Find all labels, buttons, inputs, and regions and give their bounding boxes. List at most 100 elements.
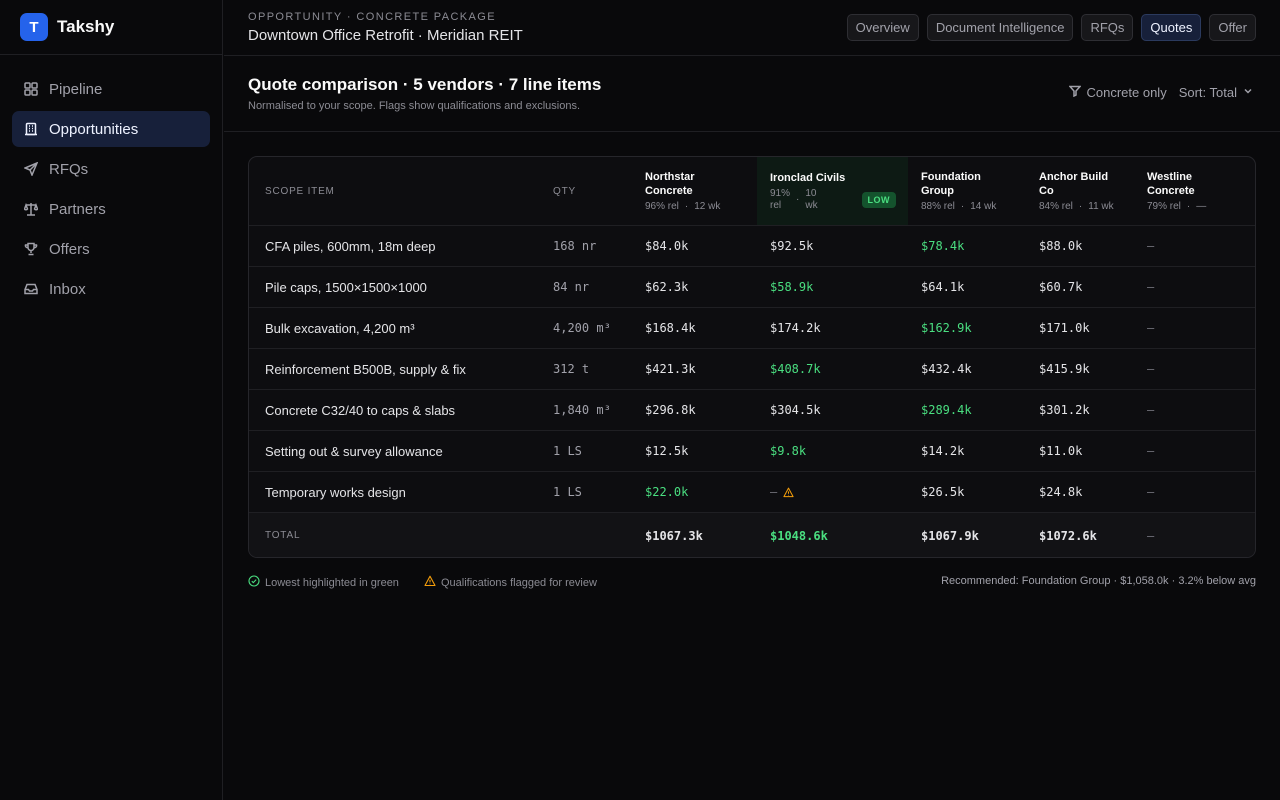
total-foundation: $1067.9k: [921, 528, 979, 543]
price-foundation[interactable]: $162.9k: [921, 308, 972, 348]
price-northstar[interactable]: $12.5k: [645, 431, 688, 471]
tab-rfqs[interactable]: RFQs: [1081, 14, 1134, 41]
price-ironclad[interactable]: $304.5k: [770, 390, 821, 430]
breadcrumb: OPPORTUNITY · CONCRETE PACKAGE: [248, 11, 496, 23]
price-anchor[interactable]: $171.0k: [1039, 308, 1090, 348]
price-ironclad[interactable]: $408.7k: [770, 349, 821, 389]
sidebar-nav: Pipeline Opportunities RFQs Partners Off…: [0, 55, 222, 327]
price-value: $304.5k: [770, 403, 821, 417]
separator: ·: [684, 201, 689, 212]
tab-offer[interactable]: Offer: [1209, 14, 1256, 41]
price-anchor[interactable]: $60.7k: [1039, 267, 1082, 307]
price-foundation[interactable]: $289.4k: [921, 390, 972, 430]
vendor-meta: 84% rel · 11 wk: [1039, 201, 1114, 212]
price-anchor[interactable]: $301.2k: [1039, 390, 1090, 430]
price-value: $84.0k: [645, 239, 689, 253]
price-westline[interactable]: –: [1147, 349, 1154, 389]
send-icon: [24, 162, 38, 176]
vendor-meta: 79% rel · —: [1147, 201, 1206, 212]
sidebar-item-rfqs[interactable]: RFQs: [12, 151, 210, 187]
price-northstar[interactable]: $84.0k: [645, 226, 688, 266]
total-northstar: $1067.3k: [645, 528, 703, 543]
price-value: $301.2k: [1039, 403, 1090, 417]
scope-item: Bulk excavation, 4,200 m³: [265, 320, 415, 336]
price-foundation[interactable]: $64.1k: [921, 267, 964, 307]
sidebar-item-pipeline[interactable]: Pipeline: [12, 71, 210, 107]
quantity: 168 nr: [553, 239, 597, 253]
warning-icon[interactable]: [783, 487, 794, 498]
price-westline[interactable]: –: [1147, 431, 1154, 471]
price-value: $9.8k: [770, 444, 807, 458]
price-westline[interactable]: –: [1147, 308, 1154, 348]
price-northstar[interactable]: $296.8k: [645, 390, 696, 430]
price-westline[interactable]: –: [1147, 472, 1154, 512]
table-row[interactable]: CFA piles, 600mm, 18m deep 168 nr $84.0k $9…: [249, 226, 1255, 267]
price-anchor[interactable]: $11.0k: [1039, 431, 1082, 471]
price-anchor[interactable]: $415.9k: [1039, 349, 1090, 389]
table-row[interactable]: Setting out & survey allowance 1 LS $12.5k…: [249, 431, 1255, 472]
sidebar-item-offers[interactable]: Offers: [12, 231, 210, 267]
price-value: $171.0k: [1039, 321, 1090, 335]
price-ironclad[interactable]: $58.9k: [770, 267, 813, 307]
trophy-icon: [24, 242, 38, 256]
quantity: 4,200 m³: [553, 321, 611, 335]
quantity: 1,840 m³: [553, 403, 611, 417]
brand-name: Takshy: [57, 17, 115, 36]
total-westline: –: [1147, 528, 1155, 543]
price-value: $78.4k: [921, 239, 965, 253]
sidebar-item-opportunities[interactable]: Opportunities: [12, 111, 210, 147]
tab-quotes[interactable]: Quotes: [1141, 14, 1202, 41]
vendor-meta: 96% rel · 12 wk: [645, 201, 720, 212]
price-value: –: [1147, 362, 1155, 376]
sort-dropdown[interactable]: Sort: Total: [1179, 85, 1254, 100]
price-northstar[interactable]: $62.3k: [645, 267, 688, 307]
sidebar-item-partners[interactable]: Partners: [12, 191, 210, 227]
sidebar-item-label: Pipeline: [49, 80, 103, 98]
table-row[interactable]: Concrete C32/40 to caps & slabs 1,840 m³ $…: [249, 390, 1255, 431]
total-anchor: $1072.6k: [1039, 528, 1097, 543]
price-ironclad[interactable]: $174.2k: [770, 308, 821, 348]
price-foundation[interactable]: $14.2k: [921, 431, 964, 471]
vendor-header-anchor[interactable]: Anchor Build Co 84% rel · 11 wk: [1039, 157, 1114, 225]
table-row[interactable]: Reinforcement B500B, supply & fix 312 t $4…: [249, 349, 1255, 390]
tab-document-intelligence[interactable]: Document Intelligence: [926, 14, 1074, 41]
price-ironclad[interactable]: $9.8k: [770, 431, 806, 471]
price-ironclad[interactable]: –: [770, 472, 794, 512]
price-anchor[interactable]: $88.0k: [1039, 226, 1082, 266]
brand[interactable]: T Takshy: [0, 0, 222, 55]
vendor-meta: 91% rel · 10 wk LOW: [770, 188, 896, 212]
filter-button[interactable]: Concrete only: [1068, 85, 1167, 100]
price-value: $296.8k: [645, 403, 696, 417]
price-foundation[interactable]: $432.4k: [921, 349, 972, 389]
vendor-name: Group: [921, 185, 954, 197]
vendor-lead-time: 12 wk: [694, 201, 721, 212]
quantity: 84 nr: [553, 280, 590, 294]
vendor-header-foundation[interactable]: Foundation Group 88% rel · 14 wk: [921, 157, 996, 225]
table-row[interactable]: Bulk excavation, 4,200 m³ 4,200 m³ $168.4k…: [249, 308, 1255, 349]
sidebar-item-label: Inbox: [49, 280, 86, 298]
sidebar-item-inbox[interactable]: Inbox: [12, 271, 210, 307]
price-northstar[interactable]: $22.0k: [645, 472, 688, 512]
table-row[interactable]: Temporary works design 1 LS $22.0k – $26.5k $…: [249, 472, 1255, 513]
price-northstar[interactable]: $421.3k: [645, 349, 696, 389]
table-total-row: TOTAL $1067.3k $1048.6k $1067.9k $1072.6…: [249, 513, 1255, 557]
vendor-header-northstar[interactable]: Northstar Concrete 96% rel · 12 wk: [645, 157, 720, 225]
table-row[interactable]: Pile caps, 1500×1500×1000 84 nr $62.3k $58.…: [249, 267, 1255, 308]
price-ironclad[interactable]: $92.5k: [770, 226, 813, 266]
price-westline[interactable]: –: [1147, 267, 1154, 307]
price-westline[interactable]: –: [1147, 390, 1154, 430]
vendor-name: Foundation: [921, 171, 981, 183]
price-value: –: [1147, 444, 1155, 458]
tab-overview[interactable]: Overview: [846, 14, 919, 41]
price-value: –: [1147, 485, 1155, 499]
scope-item: Concrete C32/40 to caps & slabs: [265, 402, 456, 418]
price-anchor[interactable]: $24.8k: [1039, 472, 1082, 512]
sort-label: Sort: Total: [1178, 85, 1237, 100]
scope-item: CFA piles, 600mm, 18m deep: [265, 238, 436, 254]
price-foundation[interactable]: $26.5k: [921, 472, 964, 512]
price-northstar[interactable]: $168.4k: [645, 308, 696, 348]
price-westline[interactable]: –: [1147, 226, 1154, 266]
price-foundation[interactable]: $78.4k: [921, 226, 964, 266]
vendor-header-ironclad[interactable]: Ironclad Civils 91% rel · 10 wk LOW: [770, 157, 896, 225]
vendor-header-westline[interactable]: Westline Concrete 79% rel · —: [1147, 157, 1206, 225]
